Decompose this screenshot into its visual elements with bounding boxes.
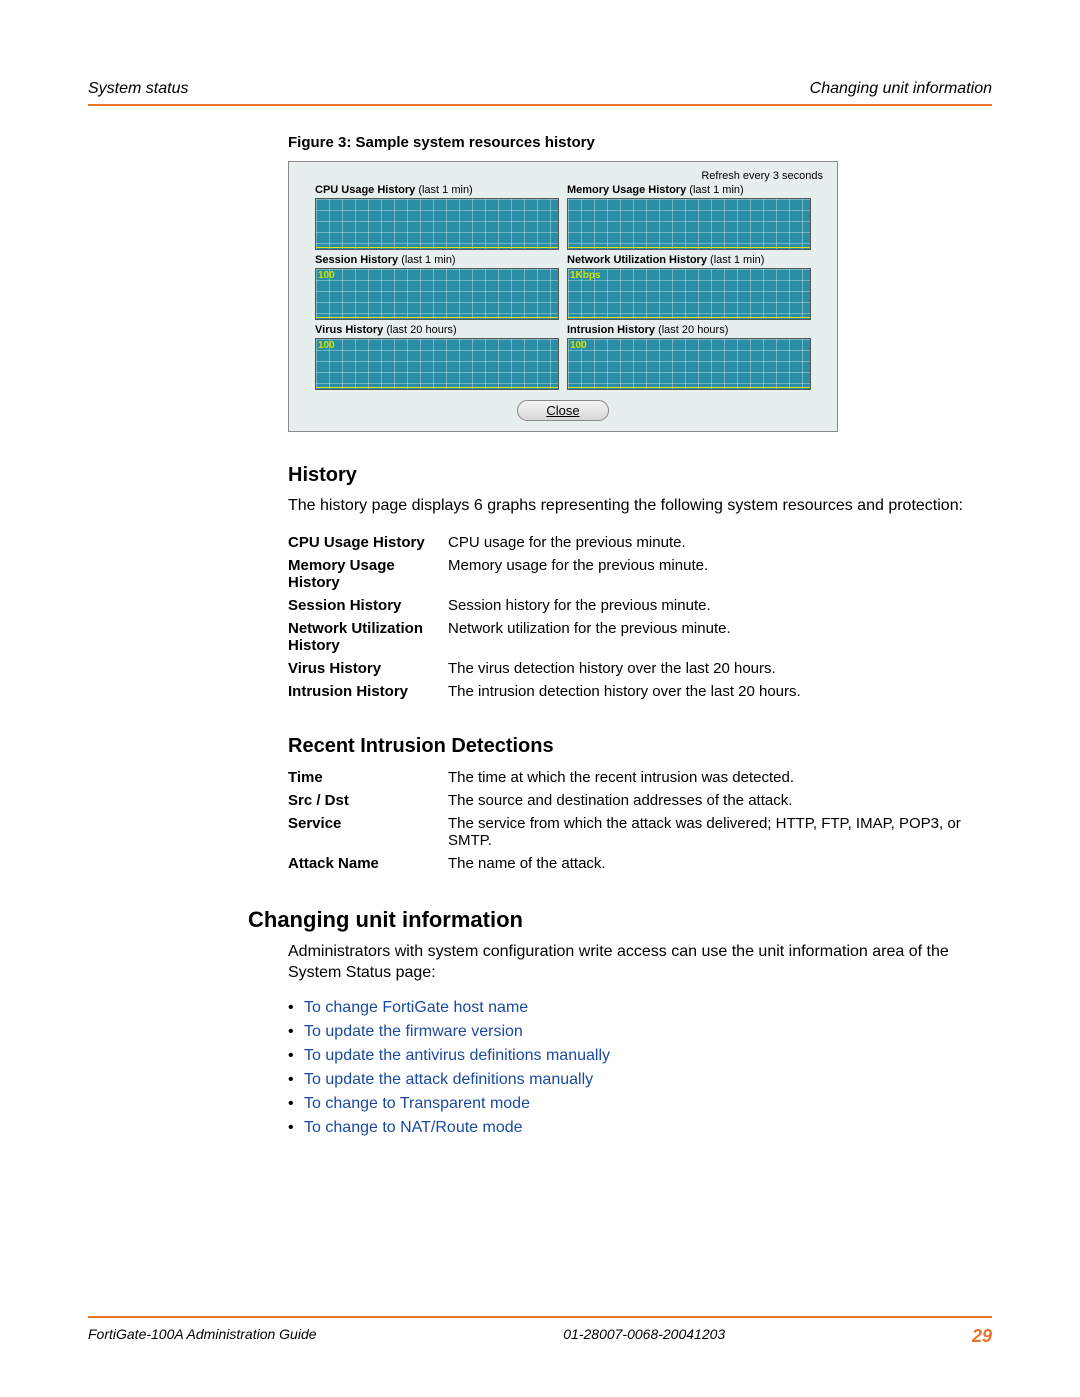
description: The virus detection history over the las…: [448, 657, 811, 680]
term: Session History: [288, 594, 448, 617]
link-item[interactable]: To change FortiGate host name: [288, 996, 992, 1020]
description: Network utilization for the previous min…: [448, 617, 811, 657]
chart-title: Intrusion History (last 20 hours): [567, 324, 811, 336]
intrusion-heading: Recent Intrusion Detections: [288, 735, 992, 758]
chart-title: CPU Usage History (last 1 min): [315, 184, 559, 196]
description: CPU usage for the previous minute.: [448, 531, 811, 554]
chart-cell: CPU Usage History (last 1 min): [315, 184, 559, 250]
link-item[interactable]: To change to Transparent mode: [288, 1092, 992, 1116]
description: Session history for the previous minute.: [448, 594, 811, 617]
header-right: Changing unit information: [810, 80, 992, 98]
table-row: TimeThe time at which the recent intrusi…: [288, 766, 992, 789]
chart-box: 1Kbps: [567, 268, 811, 320]
intrusion-table: TimeThe time at which the recent intrusi…: [288, 766, 992, 875]
table-row: Session HistorySession history for the p…: [288, 594, 811, 617]
table-row: Intrusion HistoryThe intrusion detection…: [288, 680, 811, 703]
changing-heading: Changing unit information: [248, 907, 992, 933]
footer-left: FortiGate-100A Administration Guide: [88, 1326, 317, 1347]
chart-cell: Session History (last 1 min) 100: [315, 254, 559, 320]
page-number: 29: [972, 1326, 992, 1347]
changing-links: To change FortiGate host nameTo update t…: [288, 996, 992, 1140]
term: Service: [288, 812, 448, 852]
table-row: Attack NameThe name of the attack.: [288, 852, 992, 875]
chart-cell: Intrusion History (last 20 hours) 100: [567, 324, 811, 390]
history-heading: History: [288, 464, 992, 487]
chart-box: 100: [315, 268, 559, 320]
description: The source and destination addresses of …: [448, 789, 992, 812]
table-row: Virus HistoryThe virus detection history…: [288, 657, 811, 680]
chart-cell: Virus History (last 20 hours) 100: [315, 324, 559, 390]
history-table: CPU Usage HistoryCPU usage for the previ…: [288, 531, 811, 703]
table-row: ServiceThe service from which the attack…: [288, 812, 992, 852]
term: CPU Usage History: [288, 531, 448, 554]
table-row: Memory Usage HistoryMemory usage for the…: [288, 554, 811, 594]
chart-box: 100: [315, 338, 559, 390]
link-item[interactable]: To update the firmware version: [288, 1020, 992, 1044]
table-row: CPU Usage HistoryCPU usage for the previ…: [288, 531, 811, 554]
chart-box: 100: [567, 338, 811, 390]
term: Memory Usage History: [288, 554, 448, 594]
term: Virus History: [288, 657, 448, 680]
term: Intrusion History: [288, 680, 448, 703]
term: Src / Dst: [288, 789, 448, 812]
page-footer: FortiGate-100A Administration Guide 01-2…: [88, 1316, 992, 1347]
chart-y-label: 100: [318, 270, 335, 281]
changing-intro: Administrators with system configuration…: [288, 941, 992, 984]
table-row: Src / DstThe source and destination addr…: [288, 789, 992, 812]
description: The name of the attack.: [448, 852, 992, 875]
chart-box: [315, 198, 559, 250]
description: Memory usage for the previous minute.: [448, 554, 811, 594]
chart-title: Network Utilization History (last 1 min): [567, 254, 811, 266]
page-header: System status Changing unit information: [88, 80, 992, 106]
chart-y-label: 100: [318, 340, 335, 351]
term: Network Utilization History: [288, 617, 448, 657]
chart-y-label: 1Kbps: [570, 270, 601, 281]
chart-cell: Memory Usage History (last 1 min): [567, 184, 811, 250]
description: The time at which the recent intrusion w…: [448, 766, 992, 789]
chart-cell: Network Utilization History (last 1 min)…: [567, 254, 811, 320]
history-intro: The history page displays 6 graphs repre…: [288, 495, 992, 517]
chart-title: Memory Usage History (last 1 min): [567, 184, 811, 196]
refresh-text: Refresh every 3 seconds: [297, 168, 829, 184]
term: Time: [288, 766, 448, 789]
chart-box: [567, 198, 811, 250]
chart-title: Virus History (last 20 hours): [315, 324, 559, 336]
table-row: Network Utilization HistoryNetwork utili…: [288, 617, 811, 657]
figure-caption: Figure 3: Sample system resources histor…: [88, 134, 992, 151]
footer-mid: 01-28007-0068-20041203: [317, 1326, 972, 1347]
close-button[interactable]: Close: [517, 400, 608, 421]
term: Attack Name: [288, 852, 448, 875]
chart-title: Session History (last 1 min): [315, 254, 559, 266]
description: The intrusion detection history over the…: [448, 680, 811, 703]
header-left: System status: [88, 80, 188, 98]
resources-screenshot: Refresh every 3 seconds CPU Usage Histor…: [288, 161, 838, 432]
description: The service from which the attack was de…: [448, 812, 992, 852]
link-item[interactable]: To change to NAT/Route mode: [288, 1116, 992, 1140]
link-item[interactable]: To update the attack definitions manuall…: [288, 1068, 992, 1092]
chart-y-label: 100: [570, 340, 587, 351]
link-item[interactable]: To update the antivirus definitions manu…: [288, 1044, 992, 1068]
